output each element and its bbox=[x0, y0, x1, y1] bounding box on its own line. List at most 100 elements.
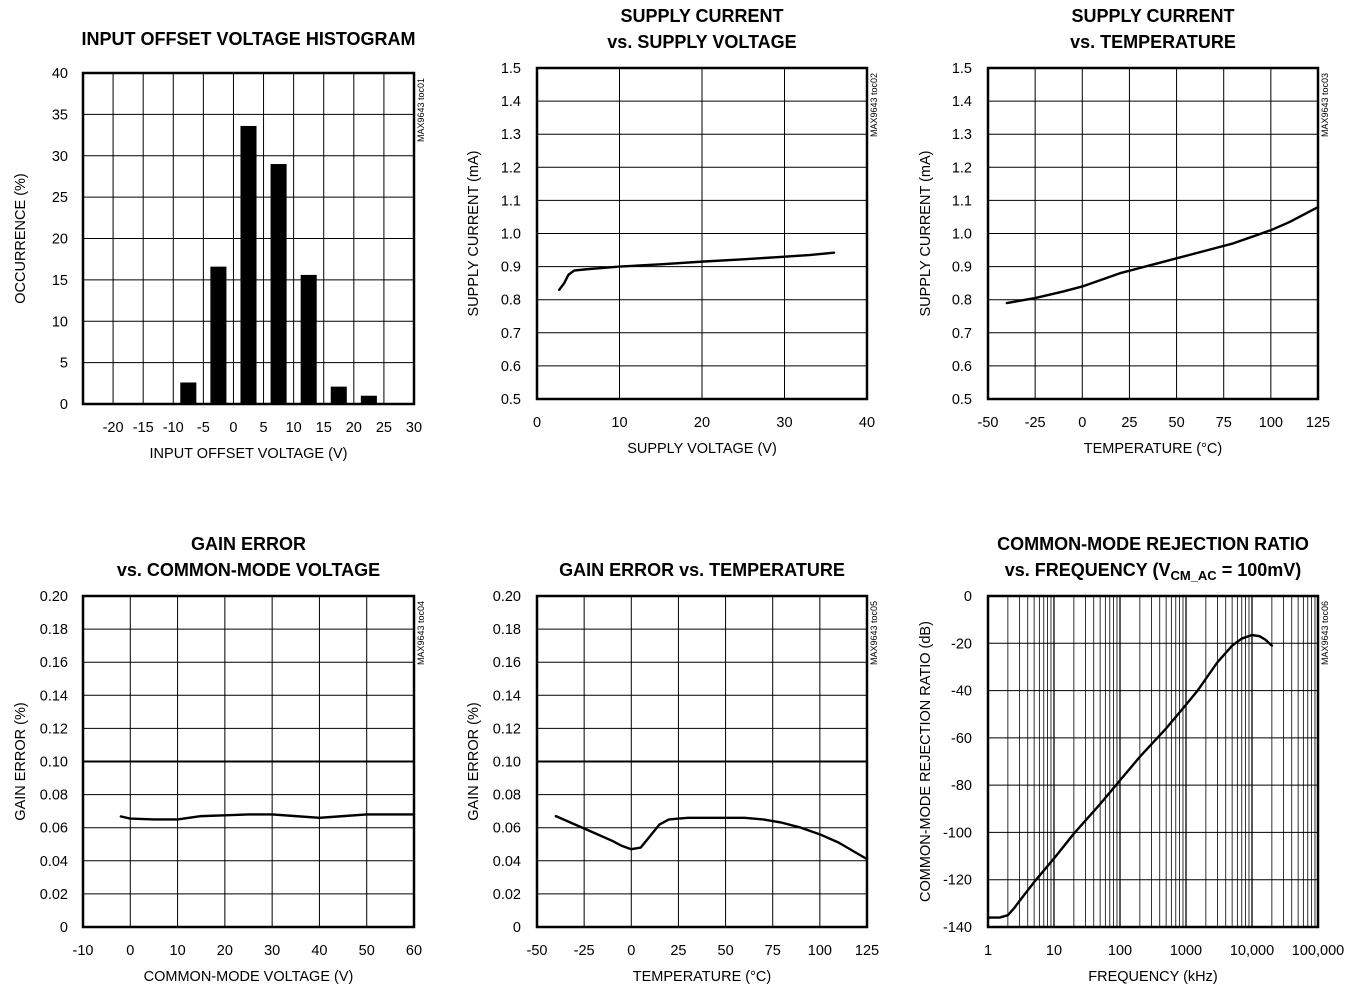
y-tick-label: 0 bbox=[964, 589, 972, 605]
histogram-bar bbox=[360, 395, 377, 404]
x-tick-label: 100,000 bbox=[1292, 943, 1344, 959]
chart-panel-6: -140 -120 -100 -80 -60 -40 -20 0 1 10 100 1000 10,00… bbox=[918, 534, 1344, 985]
y-tick-label: 25 bbox=[52, 190, 68, 206]
y-tick-label: 0.7 bbox=[501, 326, 521, 342]
y-tick-label: -60 bbox=[951, 731, 972, 747]
y-tick-label: 10 bbox=[52, 314, 68, 330]
y-tick-label: 1.1 bbox=[501, 193, 521, 209]
y-axis-label: GAIN ERROR (%) bbox=[466, 702, 482, 820]
y-tick-label: 1.3 bbox=[501, 127, 521, 143]
y-tick-label: 1.2 bbox=[952, 160, 972, 176]
x-tick-label: 50 bbox=[718, 943, 734, 959]
x-tick-label: 50 bbox=[359, 943, 375, 959]
y-tick-label: 1.2 bbox=[501, 160, 521, 176]
histogram-bar bbox=[330, 386, 347, 404]
y-tick-label: 0.10 bbox=[40, 755, 68, 771]
x-tick-label: 20 bbox=[694, 415, 710, 431]
y-tick-label: 0.04 bbox=[493, 854, 521, 870]
x-tick-label: -5 bbox=[197, 420, 210, 436]
histogram-bar bbox=[300, 274, 317, 404]
x-tick-label: 0 bbox=[533, 415, 541, 431]
x-tick-label: 10 bbox=[611, 415, 627, 431]
data-line-series-1 bbox=[554, 814, 869, 861]
chart-title-text: COMMON-MODE REJECTION RATIO bbox=[997, 534, 1309, 554]
y-tick-label: 0 bbox=[60, 397, 68, 413]
y-tick-label: 1.5 bbox=[501, 61, 521, 77]
x-tick-label: 25 bbox=[376, 420, 392, 436]
chart-title-line: SUPPLY CURRENT bbox=[1071, 6, 1234, 26]
y-tick-label: 1.0 bbox=[501, 227, 521, 243]
x-tick-label: 5 bbox=[260, 420, 268, 436]
y-tick-label: 0.06 bbox=[40, 821, 68, 837]
chart-title-subscript: CM_AC bbox=[1170, 568, 1217, 583]
chart-title-text: V bbox=[1158, 560, 1170, 580]
gridlines bbox=[537, 68, 867, 399]
x-tick-label: 100 bbox=[1259, 415, 1283, 431]
chart-title-line: INPUT OFFSET VOLTAGE HISTOGRAM bbox=[81, 29, 415, 49]
chart-title-line: GAIN ERROR vs. TEMPERATURE bbox=[559, 560, 845, 580]
x-tick-label: 20 bbox=[346, 420, 362, 436]
figure-tag: MAX9643 toc05 bbox=[869, 601, 879, 665]
chart-title-text: = 100mV) bbox=[1217, 560, 1302, 580]
x-tick-label: 20 bbox=[217, 943, 233, 959]
y-tick-label: 40 bbox=[52, 66, 68, 82]
data-line-series-1 bbox=[558, 251, 836, 291]
data-line-series-1 bbox=[986, 633, 1274, 919]
chart-title-line: vs. TEMPERATURE bbox=[1070, 32, 1236, 52]
chart-title-text: GAIN ERROR vs. TEMPERATURE bbox=[559, 560, 845, 580]
x-tick-label: 125 bbox=[1306, 415, 1330, 431]
y-axis-label: COMMON-MODE REJECTION RATIO (dB) bbox=[918, 621, 934, 902]
y-tick-label: 35 bbox=[52, 107, 68, 123]
x-tick-label: 1000 bbox=[1170, 943, 1202, 959]
y-axis-label: SUPPLY CURRENT (mA) bbox=[466, 151, 482, 317]
y-tick-label: 0 bbox=[60, 920, 68, 936]
y-tick-label: -100 bbox=[943, 825, 972, 841]
x-tick-label: 40 bbox=[311, 943, 327, 959]
y-tick-label: 0.16 bbox=[493, 655, 521, 671]
y-tick-label: 0.10 bbox=[493, 755, 521, 771]
x-tick-label: 40 bbox=[859, 415, 875, 431]
chart-title-text: vs. SUPPLY VOLTAGE bbox=[607, 32, 796, 52]
y-tick-label: 1.0 bbox=[952, 227, 972, 243]
y-axis-label: GAIN ERROR (%) bbox=[13, 702, 29, 820]
y-tick-label: 0.08 bbox=[40, 788, 68, 804]
y-tick-label: 0.02 bbox=[493, 887, 521, 903]
plot-frame bbox=[81, 71, 416, 406]
chart-title-line: GAIN ERROR bbox=[191, 534, 306, 554]
x-tick-label: 10 bbox=[286, 420, 302, 436]
y-tick-label: 0.9 bbox=[501, 260, 521, 276]
y-tick-label: 0.04 bbox=[40, 854, 68, 870]
chart-title-text: SUPPLY CURRENT bbox=[620, 6, 783, 26]
x-axis-label: FREQUENCY (kHz) bbox=[1088, 969, 1217, 985]
y-tick-label: 0.5 bbox=[501, 392, 521, 408]
y-tick-label: 0.8 bbox=[501, 293, 521, 309]
x-tick-label: 75 bbox=[765, 943, 781, 959]
x-tick-label: 75 bbox=[1216, 415, 1232, 431]
x-axis-label: COMMON-MODE VOLTAGE (V) bbox=[144, 969, 354, 985]
y-tick-label: 0.02 bbox=[40, 887, 68, 903]
figure-tag: MAX9643 toc06 bbox=[1320, 601, 1330, 665]
y-tick-label: 0.6 bbox=[952, 359, 972, 375]
figure-tag: MAX9643 toc03 bbox=[1320, 73, 1330, 137]
y-tick-label: -120 bbox=[943, 873, 972, 889]
chart-panel-4: 0 0.02 0.04 0.06 0.08 0.10 0.12 0.14 0.16 0.18 0.2… bbox=[13, 534, 426, 985]
chart-title-line: COMMON-MODE REJECTION RATIO bbox=[997, 534, 1309, 554]
y-tick-label: 1.3 bbox=[952, 127, 972, 143]
x-axis-label: SUPPLY VOLTAGE (V) bbox=[627, 441, 777, 457]
chart-title-text: vs. FREQUENCY ( bbox=[1005, 560, 1159, 580]
y-tick-label: 0.12 bbox=[493, 721, 521, 737]
y-tick-label: -40 bbox=[951, 684, 972, 700]
x-tick-label: 100 bbox=[1108, 943, 1132, 959]
y-tick-label: 0.08 bbox=[493, 788, 521, 804]
chart-title-text: INPUT OFFSET VOLTAGE HISTOGRAM bbox=[81, 29, 415, 49]
bar-series bbox=[180, 125, 377, 405]
y-tick-label: 1.4 bbox=[501, 94, 521, 110]
y-tick-label: 0.20 bbox=[493, 589, 521, 605]
y-tick-label: 5 bbox=[60, 356, 68, 372]
chart-title-line: vs. COMMON-MODE VOLTAGE bbox=[117, 560, 380, 580]
y-tick-label: 0.12 bbox=[40, 721, 68, 737]
figure-tag: MAX9643 toc04 bbox=[416, 601, 426, 665]
y-tick-label: 0.20 bbox=[40, 589, 68, 605]
x-tick-label: 0 bbox=[1078, 415, 1086, 431]
